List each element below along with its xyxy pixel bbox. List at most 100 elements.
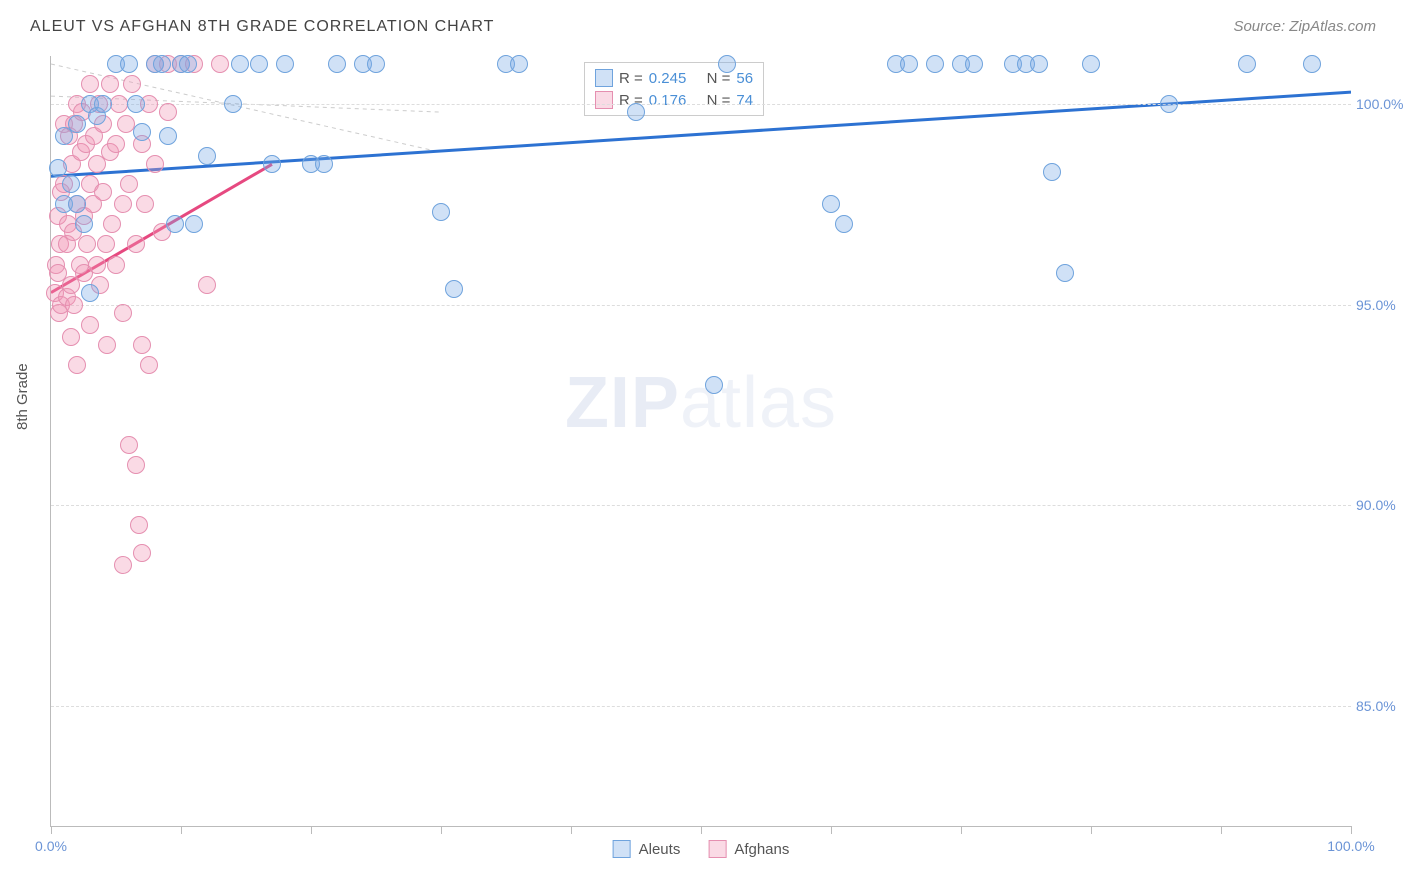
aleuts-point xyxy=(835,215,853,233)
aleuts-point xyxy=(198,147,216,165)
afghans-point xyxy=(146,155,164,173)
aleuts-point xyxy=(120,55,138,73)
aleuts-point xyxy=(224,95,242,113)
aleuts-point xyxy=(263,155,281,173)
aleuts-point xyxy=(1082,55,1100,73)
aleuts-point xyxy=(276,55,294,73)
afghans-point xyxy=(81,75,99,93)
x-tick xyxy=(1091,826,1092,834)
afghans-point xyxy=(94,183,112,201)
aleuts-point xyxy=(75,215,93,233)
afghans-point xyxy=(159,103,177,121)
aleuts-point xyxy=(627,103,645,121)
afghans-point xyxy=(114,556,132,574)
aleuts-point xyxy=(94,95,112,113)
trend-lines-layer xyxy=(51,56,1351,826)
aleuts-point xyxy=(822,195,840,213)
aleuts-point xyxy=(153,55,171,73)
afghans-point xyxy=(81,316,99,334)
afghans-point xyxy=(211,55,229,73)
aleuts-point xyxy=(68,195,86,213)
aleuts-n-value: 56 xyxy=(736,70,753,87)
afghans-point xyxy=(101,75,119,93)
x-tick xyxy=(571,826,572,834)
aleuts-point xyxy=(166,215,184,233)
afghans-stats-row: R = 0.176 N = 74 xyxy=(595,89,753,111)
afghans-point xyxy=(68,356,86,374)
afghans-point xyxy=(78,235,96,253)
aleuts-point xyxy=(315,155,333,173)
grid-line xyxy=(51,305,1351,306)
afghans-point xyxy=(133,544,151,562)
afghans-point xyxy=(127,235,145,253)
aleuts-swatch-icon xyxy=(595,69,613,87)
aleuts-point xyxy=(133,123,151,141)
scatter-plot-area: ZIPatlas R = 0.245 N = 56 R = 0.176 N = … xyxy=(50,56,1351,827)
aleuts-point xyxy=(62,175,80,193)
aleuts-point xyxy=(49,159,67,177)
afghans-point xyxy=(62,328,80,346)
afghans-swatch-icon xyxy=(595,91,613,109)
afghans-point xyxy=(110,95,128,113)
afghans-point xyxy=(97,235,115,253)
afghans-point xyxy=(136,195,154,213)
x-tick xyxy=(181,826,182,834)
afghans-swatch-icon xyxy=(708,840,726,858)
afghans-point xyxy=(103,215,121,233)
n-label: N = xyxy=(707,92,731,109)
afghans-point xyxy=(114,195,132,213)
afghans-point xyxy=(107,135,125,153)
y-tick-label: 90.0% xyxy=(1356,497,1406,513)
aleuts-legend-label: Aleuts xyxy=(639,841,681,858)
aleuts-point xyxy=(367,55,385,73)
y-tick-label: 100.0% xyxy=(1356,96,1406,112)
aleuts-point xyxy=(1056,264,1074,282)
aleuts-point xyxy=(250,55,268,73)
afghans-point xyxy=(120,436,138,454)
aleuts-point xyxy=(705,376,723,394)
grid-line xyxy=(51,104,1351,105)
aleuts-point xyxy=(185,215,203,233)
afghans-point xyxy=(127,456,145,474)
x-tick xyxy=(1351,826,1352,834)
x-tick xyxy=(51,826,52,834)
source-attribution: Source: ZipAtlas.com xyxy=(1233,18,1376,35)
aleuts-point xyxy=(718,55,736,73)
aleuts-point xyxy=(900,55,918,73)
aleuts-point xyxy=(926,55,944,73)
afghans-point xyxy=(123,75,141,93)
aleuts-r-value: 0.245 xyxy=(649,70,687,87)
aleuts-point xyxy=(510,55,528,73)
chart-title: ALEUT VS AFGHAN 8TH GRADE CORRELATION CH… xyxy=(30,18,494,36)
aleuts-point xyxy=(328,55,346,73)
aleuts-point xyxy=(81,284,99,302)
aleuts-swatch-icon xyxy=(613,840,631,858)
afghans-r-value: 0.176 xyxy=(649,92,687,109)
afghans-n-value: 74 xyxy=(736,92,753,109)
aleuts-point xyxy=(231,55,249,73)
x-tick xyxy=(961,826,962,834)
afghans-point xyxy=(133,336,151,354)
afghans-point xyxy=(98,336,116,354)
aleuts-point xyxy=(159,127,177,145)
grid-line xyxy=(51,505,1351,506)
y-tick-label: 85.0% xyxy=(1356,698,1406,714)
x-tick xyxy=(831,826,832,834)
x-tick-label: 0.0% xyxy=(35,838,67,854)
grid-line xyxy=(51,706,1351,707)
afghans-point xyxy=(114,304,132,322)
aleuts-point xyxy=(1160,95,1178,113)
aleuts-point xyxy=(965,55,983,73)
legend-item-afghans: Afghans xyxy=(708,840,789,858)
afghans-point xyxy=(88,256,106,274)
y-axis-label: 8th Grade xyxy=(14,363,31,430)
x-tick xyxy=(441,826,442,834)
x-tick xyxy=(1221,826,1222,834)
legend-item-aleuts: Aleuts xyxy=(613,840,681,858)
aleuts-point xyxy=(1030,55,1048,73)
afghans-legend-label: Afghans xyxy=(734,841,789,858)
aleuts-point xyxy=(1043,163,1061,181)
afghans-point xyxy=(120,175,138,193)
aleuts-point xyxy=(445,280,463,298)
aleuts-point xyxy=(1303,55,1321,73)
